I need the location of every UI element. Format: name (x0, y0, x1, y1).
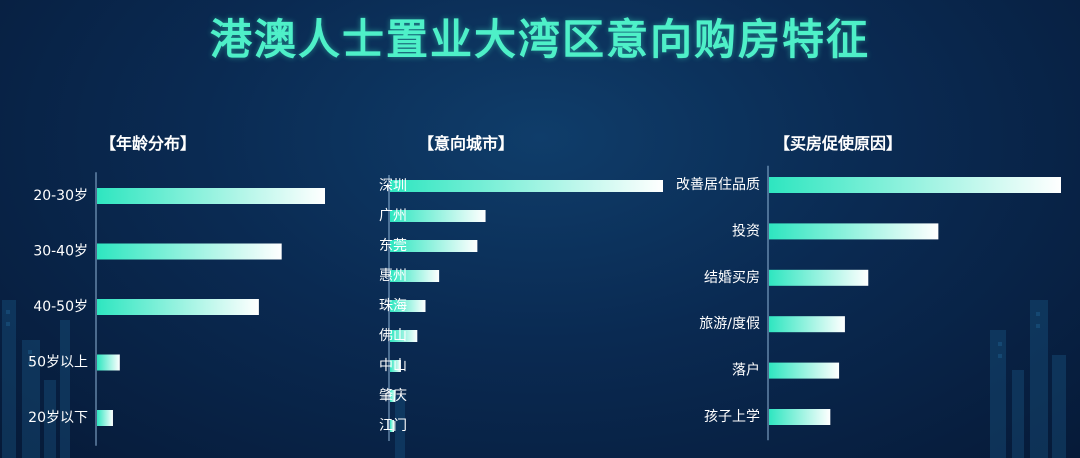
bar-city-2 (390, 240, 478, 252)
category-label-age-3: 50岁以上 (28, 355, 88, 371)
bar-reason-0 (769, 177, 1061, 193)
category-label-city-4: 珠海 (379, 298, 407, 314)
category-label-age-2: 40-50岁 (33, 299, 88, 315)
category-label-reason-4: 落户 (732, 362, 760, 379)
category-label-city-0: 深圳 (379, 178, 407, 194)
chart-title-age: 【年龄分布】 (100, 134, 197, 153)
bar-city-8 (390, 420, 394, 432)
category-label-city-5: 佛山 (379, 328, 407, 344)
bar-city-4 (390, 300, 426, 312)
category-label-age-0: 20-30岁 (33, 188, 88, 204)
category-label-age-1: 30-40岁 (33, 244, 88, 260)
bar-age-3 (97, 354, 120, 371)
chart-title-reason: 【买房促使原因】 (774, 134, 903, 153)
category-label-city-1: 广州 (379, 208, 407, 224)
bar-reason-1 (769, 223, 939, 240)
bar-city-3 (390, 270, 440, 282)
bar-city-7 (390, 390, 396, 402)
category-label-city-2: 东莞 (379, 238, 407, 254)
bar-age-2 (97, 299, 259, 315)
category-label-reason-0: 改善居住品质 (676, 177, 760, 193)
bar-reason-2 (769, 269, 869, 286)
category-label-reason-5: 孩子上学 (704, 409, 760, 425)
chart-age: 20-30岁 30-40岁 40-50岁 50岁以上 20岁以下 (28, 172, 325, 446)
bar-reason-4 (769, 362, 840, 379)
bar-age-0 (97, 188, 325, 204)
category-label-city-3: 惠州 (379, 268, 407, 284)
bar-age-1 (97, 243, 282, 260)
chart-title-city: 【意向城市】 (418, 134, 515, 153)
category-label-city-6: 中山 (379, 358, 407, 374)
category-label-city-7: 肇庆 (379, 388, 407, 404)
bar-city-1 (390, 210, 486, 222)
bar-age-4 (97, 410, 113, 426)
bar-reason-3 (769, 316, 845, 333)
bar-city-6 (390, 360, 401, 372)
page-title: 港澳人士置业大湾区意向购房特征 (209, 15, 870, 64)
category-label-reason-1: 投资 (732, 223, 760, 239)
bar-reason-5 (769, 409, 831, 425)
bar-city-5 (390, 330, 418, 342)
category-label-reason-2: 结婚买房 (704, 270, 760, 286)
bar-city-0 (390, 180, 663, 192)
category-label-reason-3: 旅游/度假 (699, 316, 760, 332)
category-label-age-4: 20岁以下 (28, 410, 88, 426)
category-label-city-8: 江门 (379, 418, 407, 434)
